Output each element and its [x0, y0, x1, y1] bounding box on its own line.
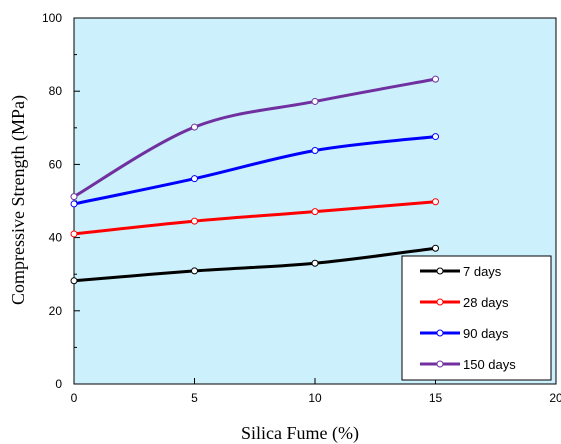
- series-28-days: [70, 198, 439, 238]
- legend-item-150-days: 150 days: [420, 357, 516, 372]
- y-tick-label: 0: [55, 377, 62, 391]
- data-point: [191, 123, 198, 131]
- series-line-90-days: [72, 135, 437, 206]
- legend-box: [401, 255, 552, 381]
- series-line-150-days: [72, 77, 437, 199]
- data-point: [432, 244, 439, 252]
- data-point: [432, 198, 439, 206]
- data-point: [70, 277, 78, 285]
- legend: 7 days 28 days 90 days 150 days: [401, 255, 552, 381]
- data-point: [311, 208, 319, 216]
- series-line-28-days: [72, 200, 437, 236]
- x-tick-label: 5: [191, 391, 198, 405]
- x-tick-label: 20: [549, 391, 561, 405]
- legend-marker: [436, 267, 444, 275]
- data-point: [432, 75, 439, 83]
- data-point: [70, 193, 78, 201]
- data-point: [311, 97, 319, 105]
- data-point: [70, 230, 78, 238]
- y-tick-label: 80: [49, 84, 63, 98]
- series-line-7-days: [72, 246, 437, 283]
- legend-label: 150 days: [463, 357, 516, 372]
- series-layer: [70, 75, 439, 285]
- y-tick-label: 40: [49, 231, 63, 245]
- x-tick-label: 0: [71, 391, 78, 405]
- series-7-days: [70, 244, 439, 285]
- y-axis-title: Compressive Strength (MPa): [8, 95, 29, 305]
- data-point: [70, 200, 78, 208]
- legend-marker: [436, 329, 444, 337]
- data-point: [432, 133, 439, 141]
- legend-marker: [436, 360, 444, 368]
- legend-label: 28 days: [463, 295, 509, 310]
- y-axis: 0 20 40 60 80 100: [42, 11, 80, 391]
- data-point: [191, 175, 198, 183]
- x-axis: 0 5 10 15 20: [71, 378, 561, 405]
- legend-item-28-days: 28 days: [420, 295, 509, 310]
- legend-item-90-days: 90 days: [420, 326, 509, 341]
- y-tick-label: 60: [49, 157, 63, 171]
- x-axis-title: Silica Fume (%): [241, 423, 359, 444]
- legend-marker: [436, 298, 444, 306]
- legend-label: 90 days: [463, 326, 509, 341]
- series-90-days: [70, 133, 439, 208]
- data-point: [191, 217, 198, 225]
- legend-label: 7 days: [463, 264, 502, 279]
- legend-item-7-days: 7 days: [420, 264, 502, 279]
- x-tick-label: 10: [308, 391, 322, 405]
- data-point: [311, 259, 319, 267]
- series-150-days: [70, 75, 439, 201]
- data-point: [191, 267, 198, 275]
- y-tick-label: 100: [42, 11, 62, 25]
- x-tick-label: 15: [429, 391, 443, 405]
- data-point: [311, 146, 319, 154]
- y-tick-label: 20: [49, 304, 63, 318]
